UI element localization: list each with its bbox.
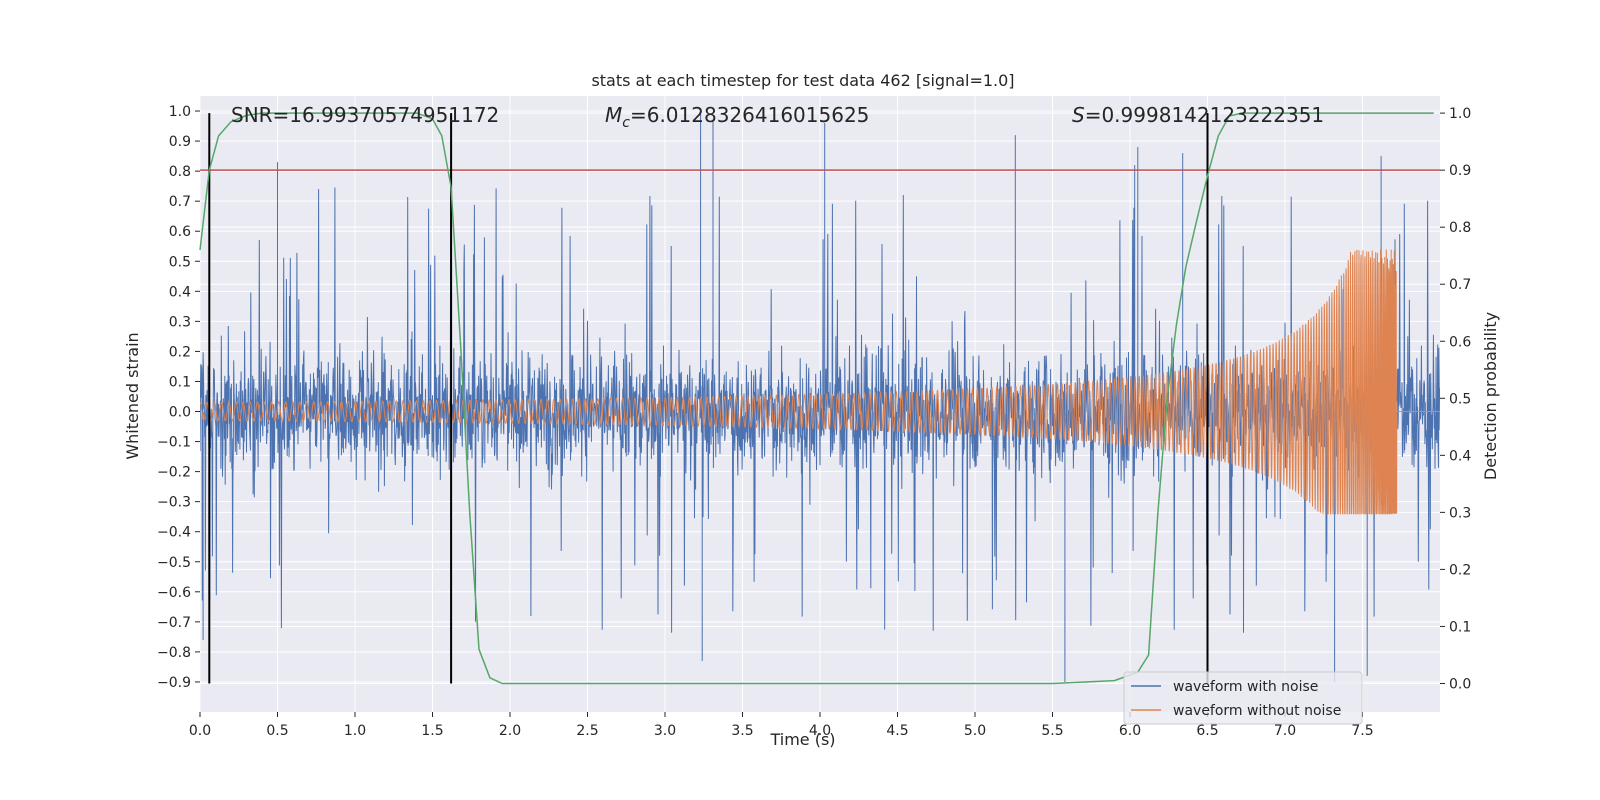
x-tick-label: 2.0 xyxy=(499,723,521,739)
y2-tick-label: 0.1 xyxy=(1449,619,1471,635)
y-tick-label: −0.7 xyxy=(157,615,191,631)
y2-tick-label: 0.8 xyxy=(1449,220,1471,236)
y-tick-label: 0.7 xyxy=(169,194,191,210)
y-tick-label: −0.4 xyxy=(157,525,191,541)
chirp-mass-symbol: M xyxy=(605,103,622,127)
y-tick-label: 0.2 xyxy=(169,344,191,360)
y-tick-label: 0.9 xyxy=(169,134,191,150)
y-tick-label: −0.9 xyxy=(157,675,191,691)
x-tick-label: 7.0 xyxy=(1274,723,1296,739)
y-tick-label: 1.0 xyxy=(169,104,191,120)
y-tick-label: 0.0 xyxy=(169,405,191,421)
x-tick-label: 6.5 xyxy=(1196,723,1218,739)
y-tick-label: −0.2 xyxy=(157,465,191,481)
x-tick-label: 4.0 xyxy=(809,723,831,739)
y-tick-label: 0.8 xyxy=(169,164,191,180)
legend-box xyxy=(1123,671,1363,725)
score-annotation: S=0.9998142123222351 xyxy=(1072,103,1324,127)
legend-label-clean: waveform without noise xyxy=(1173,703,1341,719)
x-tick-label: 3.0 xyxy=(654,723,676,739)
y2-tick-label: 0.3 xyxy=(1449,505,1471,521)
x-tick-label: 2.5 xyxy=(576,723,598,739)
y2-tick-label: 0.7 xyxy=(1449,277,1471,293)
x-tick-label: 6.0 xyxy=(1119,723,1141,739)
y-tick-label: 0.3 xyxy=(169,314,191,330)
y-tick-label: 0.5 xyxy=(169,254,191,270)
y-tick-label: −0.3 xyxy=(157,495,191,511)
x-tick-label: 7.5 xyxy=(1351,723,1373,739)
legend: waveform with noise waveform without noi… xyxy=(1123,671,1363,725)
y-tick-label: −0.5 xyxy=(157,555,191,571)
y2-tick-label: 0.4 xyxy=(1449,448,1471,464)
y2-tick-label: 0.2 xyxy=(1449,562,1471,578)
y2-tick-label: 1.0 xyxy=(1449,106,1471,122)
x-tick-label: 5.0 xyxy=(964,723,986,739)
score-value: =0.9998142123222351 xyxy=(1085,103,1324,127)
y-axis-label: Whitened strain xyxy=(123,332,142,459)
y2-tick-label: 0.0 xyxy=(1449,676,1471,692)
x-tick-label: 1.0 xyxy=(344,723,366,739)
y2-tick-label: 0.6 xyxy=(1449,334,1471,350)
vertical-markers xyxy=(208,113,1209,684)
x-axis-label: Time (s) xyxy=(769,730,835,749)
chirp-mass-annotation: Mc=6.0128326416015625 xyxy=(605,103,869,131)
y2-tick-label: 0.9 xyxy=(1449,163,1471,179)
y-tick-label: −0.8 xyxy=(157,645,191,661)
x-tick-label: 0.5 xyxy=(266,723,288,739)
score-symbol: S xyxy=(1072,103,1085,127)
series-detection-probability xyxy=(199,112,1434,685)
y-tick-label: 0.1 xyxy=(169,374,191,390)
y2-axis-label: Detection probability xyxy=(1481,312,1500,480)
chart-title: stats at each timestep for test data 462… xyxy=(591,71,1014,90)
axis-ticks: −0.9 −0.8 −0.7 −0.6 −0.5 −0.4 −0.3 −0.2 −0.1 0.0 0… xyxy=(157,104,1471,739)
series-waveform-without-noise xyxy=(200,249,1440,515)
x-tick-label: 5.5 xyxy=(1041,723,1063,739)
legend-label-noisy: waveform with noise xyxy=(1173,679,1318,695)
x-tick-label: 1.5 xyxy=(421,723,443,739)
chirp-mass-subscript: c xyxy=(622,115,630,131)
x-tick-label: 0.0 xyxy=(189,723,211,739)
y2-tick-label: 0.5 xyxy=(1449,391,1471,407)
y-tick-label: 0.4 xyxy=(169,284,191,300)
x-tick-label: 3.5 xyxy=(731,723,753,739)
x-tick-label: 4.5 xyxy=(886,723,908,739)
y-tick-label: 0.6 xyxy=(169,224,191,240)
chirp-mass-value: =6.0128326416015625 xyxy=(630,103,869,127)
y-tick-label: −0.6 xyxy=(157,585,191,601)
y-tick-label: −0.1 xyxy=(157,435,191,451)
snr-annotation: SNR=16.99370574951172 xyxy=(231,103,499,127)
